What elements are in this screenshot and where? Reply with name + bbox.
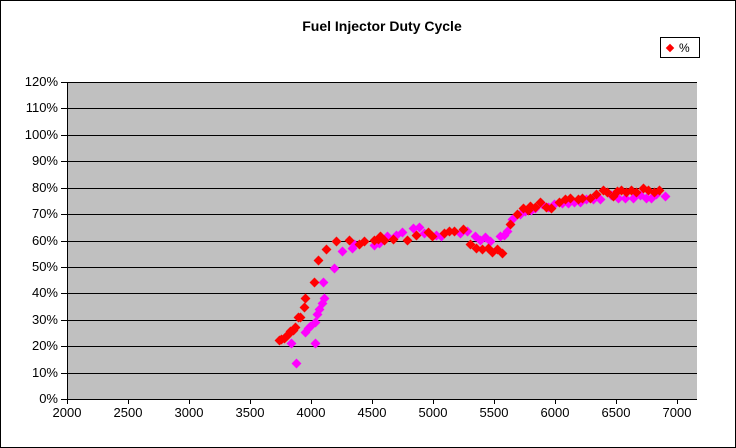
y-tick-label: 80% xyxy=(31,180,58,195)
x-tick-label: 2500 xyxy=(113,405,143,420)
gridline xyxy=(67,346,697,347)
x-axis-tick xyxy=(372,399,373,404)
gridline xyxy=(67,373,697,374)
x-axis-tick xyxy=(677,399,678,404)
chart-title: Fuel Injector Duty Cycle xyxy=(302,18,462,34)
y-axis-tick xyxy=(61,241,67,242)
legend: % xyxy=(660,37,700,58)
x-tick-label: 4500 xyxy=(357,405,387,420)
x-tick-label: 3500 xyxy=(235,405,265,420)
y-axis-tick xyxy=(61,82,67,83)
y-tick-label: 50% xyxy=(31,259,58,274)
x-axis-tick xyxy=(433,399,434,404)
y-tick-label: 110% xyxy=(25,100,58,115)
x-tick-label: 7000 xyxy=(662,405,692,420)
y-axis-tick xyxy=(61,108,67,109)
y-axis-tick xyxy=(61,320,67,321)
y-axis-line xyxy=(67,82,68,400)
x-tick-label: 6500 xyxy=(601,405,631,420)
y-tick-label: 0% xyxy=(39,391,58,406)
y-axis-tick xyxy=(61,161,67,162)
y-tick-label: 60% xyxy=(31,233,58,248)
y-tick-label: 120% xyxy=(24,74,58,89)
y-tick-label: 100% xyxy=(24,127,58,142)
y-tick-label: 90% xyxy=(31,153,58,168)
y-axis-tick xyxy=(61,293,67,294)
y-tick-label: 10% xyxy=(31,365,58,380)
gridline xyxy=(67,267,697,268)
x-axis-tick xyxy=(250,399,251,404)
y-tick-label: 20% xyxy=(31,338,58,353)
x-tick-label: 4000 xyxy=(296,405,326,420)
x-tick-label: 2000 xyxy=(52,405,82,420)
gridline xyxy=(67,82,697,83)
y-axis-tick xyxy=(61,373,67,374)
gridline xyxy=(67,214,697,215)
gridline xyxy=(67,108,697,109)
x-axis-tick xyxy=(616,399,617,404)
x-axis-tick xyxy=(555,399,556,404)
y-axis-tick xyxy=(61,214,67,215)
gridline xyxy=(67,320,697,321)
y-tick-label: 30% xyxy=(31,312,58,327)
gridline xyxy=(67,135,697,136)
x-axis-tick xyxy=(67,399,68,404)
y-axis-tick xyxy=(61,267,67,268)
gridline xyxy=(67,161,697,162)
gridline xyxy=(67,188,697,189)
x-axis-tick xyxy=(128,399,129,404)
y-axis-tick xyxy=(61,135,67,136)
x-axis-tick xyxy=(189,399,190,404)
x-tick-label: 6000 xyxy=(540,405,570,420)
y-tick-label: 70% xyxy=(31,206,58,221)
x-axis-line xyxy=(67,399,697,400)
y-tick-label: 40% xyxy=(31,285,58,300)
x-tick-label: 3000 xyxy=(174,405,204,420)
y-axis-tick xyxy=(61,346,67,347)
y-axis-tick xyxy=(61,399,67,400)
x-tick-label: 5500 xyxy=(479,405,509,420)
gridline xyxy=(67,293,697,294)
legend-diamond-icon xyxy=(665,43,675,52)
x-axis-tick xyxy=(494,399,495,404)
x-axis-tick xyxy=(311,399,312,404)
x-tick-label: 5000 xyxy=(418,405,448,420)
y-axis-tick xyxy=(61,188,67,189)
legend-label: % xyxy=(679,40,690,55)
